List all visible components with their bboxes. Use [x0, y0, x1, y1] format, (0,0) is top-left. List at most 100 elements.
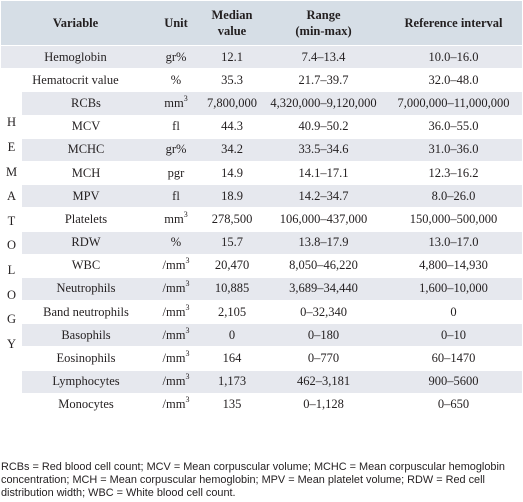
cell-median: 278,500	[202, 207, 262, 232]
cell-range: 0–32,340	[262, 300, 385, 325]
cell-reference-text: 12.3–16.2	[428, 165, 479, 180]
table-row: Hemoglobin gr% 12.1 7.4–13.4 10.0–16.0	[1, 45, 522, 70]
cell-range-text: 8,050–46,220	[289, 258, 358, 273]
cell-median: 18.9	[202, 184, 262, 209]
side-label-letter: T	[7, 213, 16, 228]
cell-variable: Platelets	[22, 207, 150, 232]
cell-variable-text: Hematocrit value	[32, 72, 119, 87]
cell-median-text: 14.9	[221, 165, 243, 180]
cell-unit: /mm3	[150, 346, 202, 371]
cell-variable: MPV	[22, 184, 150, 209]
cell-median: 35.3	[202, 68, 262, 93]
cell-variable: Basophils	[22, 323, 150, 348]
cell-range-text: 462–3,181	[296, 374, 351, 389]
cell-reference-text: 0–10	[441, 327, 466, 342]
cell-unit-text: /mm	[162, 351, 186, 366]
cell-variable: RCBs	[22, 91, 150, 116]
cell-variable: MCHC	[22, 138, 150, 162]
cell-variable: Monocytes	[22, 393, 150, 418]
table-row: Band neutrophils/mm3 2,105 0–32,340 0	[1, 300, 522, 325]
cell-range: 0–1,128	[262, 393, 385, 418]
cell-median-text: 7,800,000	[207, 95, 257, 110]
cell-variable: Hematocrit value	[1, 68, 150, 93]
header-reference: Reference interval	[385, 1, 522, 46]
cell-unit-text: fl	[172, 188, 180, 203]
cell-unit-text: fl	[172, 119, 180, 134]
cell-median: 1,173	[202, 370, 262, 394]
side-label-letter: M	[5, 164, 18, 179]
cell-unit: %	[150, 68, 202, 93]
cell-variable: RDW	[22, 231, 150, 255]
cell-variable: Lymphocytes	[22, 370, 150, 394]
table-header-row: Variable Unit Median value Range (min-max)…	[1, 1, 522, 46]
cell-unit: gr%	[150, 45, 202, 70]
cell-median: 135	[202, 393, 262, 418]
cell-unit: /mm3	[150, 370, 202, 394]
table-row: Hematocrit value% 35.3 21.7–39.7 32.0–48.0	[1, 68, 522, 93]
cell-unit: fl	[150, 115, 202, 139]
cell-median-text: 44.3	[221, 119, 243, 134]
cell-unit-text: /mm	[162, 374, 186, 389]
unit-superscript: 3	[183, 93, 188, 103]
cell-unit: /mm3	[150, 323, 202, 348]
unit-superscript: 3	[185, 395, 190, 405]
table-row: RDW% 15.7 13.8–17.9 13.0–17.0	[1, 231, 522, 255]
cell-unit-text: pgr	[167, 165, 185, 180]
table-row: Basophils/mm3 0 0–180 0–10	[1, 323, 522, 348]
cell-unit-text: %	[170, 72, 182, 87]
cell-reference: 0–10	[385, 323, 522, 348]
cell-reference: 13.0–17.0	[385, 231, 522, 255]
cell-range: 0–770	[262, 346, 385, 371]
cell-unit-text: gr%	[165, 49, 187, 64]
table-row: Monocytes/mm3 135 0–1,128 0–650	[1, 393, 522, 418]
cell-median-text: 278,500	[211, 211, 253, 226]
cell-reference-text: 1,600–10,000	[419, 281, 488, 296]
cell-unit-text: mm	[164, 95, 184, 110]
header-variable: Variable	[1, 1, 150, 46]
cell-variable-text: Band neutrophils	[43, 304, 129, 319]
cell-variable-text: MCHC	[67, 142, 105, 157]
unit-superscript: 3	[185, 348, 190, 358]
cell-unit-text: mm	[164, 211, 184, 226]
cell-range: 8,050–46,220	[262, 254, 385, 278]
cell-median: 2,105	[202, 300, 262, 325]
cell-unit-text: gr%	[165, 142, 187, 157]
cell-range-text: 21.7–39.7	[298, 72, 349, 87]
table-row: MCH pgr 14.9 14.1–17.1 12.3–16.2	[1, 161, 522, 186]
cell-range-text: 14.1–17.1	[298, 165, 349, 180]
header-median: Median value	[202, 1, 262, 46]
cell-unit: %	[150, 231, 202, 255]
cell-range: 14.1–17.1	[262, 161, 385, 186]
cell-median-text: 15.7	[221, 235, 243, 250]
cell-unit: /mm3	[150, 277, 202, 302]
header-range: Range (min-max)	[262, 1, 385, 46]
cell-median-text: 18.9	[221, 188, 243, 203]
cell-unit-text: /mm	[162, 281, 186, 296]
cell-variable-text: Hemoglobin	[44, 49, 107, 64]
side-label-letter: E	[7, 139, 16, 154]
cell-range: 33.5–34.6	[262, 138, 385, 162]
cell-variable: WBC	[22, 254, 150, 278]
cell-range-text: 33.5–34.6	[298, 142, 349, 157]
cell-variable-text: Eosinophils	[56, 351, 116, 366]
cell-reference: 1,600–10,000	[385, 277, 522, 302]
cell-reference: 60–1470	[385, 346, 522, 371]
cell-unit: mm3	[150, 91, 202, 116]
cell-reference-text: 60–1470	[431, 351, 476, 366]
unit-superscript: 3	[185, 372, 190, 382]
cell-variable-text: MCV	[71, 119, 101, 134]
cell-variable: MCH	[22, 161, 150, 186]
cell-range: 462–3,181	[262, 370, 385, 394]
unit-superscript: 3	[185, 279, 190, 289]
cell-median: 0	[202, 323, 262, 348]
cell-reference-text: 13.0–17.0	[428, 235, 479, 250]
cell-median-text: 0	[228, 327, 236, 342]
cell-range: 106,000–437,000	[262, 207, 385, 232]
cell-reference: 150,000–500,000	[385, 207, 522, 232]
cell-variable-text: Lymphocytes	[52, 374, 120, 389]
cell-median: 20,470	[202, 254, 262, 278]
cell-unit: /mm3	[150, 300, 202, 325]
cell-reference: 10.0–16.0	[385, 45, 522, 70]
